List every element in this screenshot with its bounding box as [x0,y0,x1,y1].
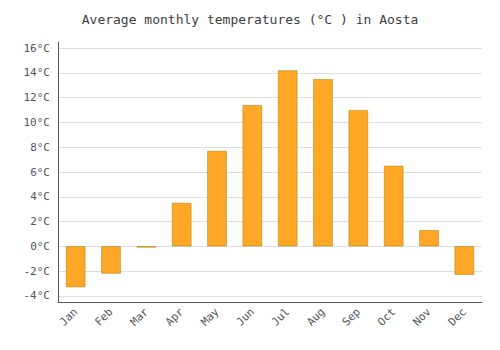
svg-text:Dec: Dec [446,305,469,328]
svg-text:Mar: Mar [128,305,151,328]
svg-text:Apr: Apr [163,305,186,328]
svg-text:Jul: Jul [269,305,292,328]
svg-text:May: May [198,305,221,328]
svg-text:0°C: 0°C [30,240,50,253]
svg-text:Jun: Jun [234,305,257,328]
svg-text:Aug: Aug [304,305,327,328]
svg-text:-2°C: -2°C [24,265,51,278]
svg-text:-4°C: -4°C [24,289,51,302]
svg-text:Jan: Jan [57,305,80,328]
svg-text:Average monthly temperatures (: Average monthly temperatures (°C ) in Ao… [82,12,419,27]
svg-text:14°C: 14°C [24,66,51,79]
svg-text:Oct: Oct [375,305,398,328]
svg-text:2°C: 2°C [30,215,50,228]
svg-text:4°C: 4°C [30,190,50,203]
svg-text:Nov: Nov [410,305,433,328]
svg-text:10°C: 10°C [24,116,51,129]
svg-text:8°C: 8°C [30,141,50,154]
svg-text:12°C: 12°C [24,91,51,104]
svg-text:6°C: 6°C [30,166,50,179]
svg-text:Feb: Feb [92,305,115,328]
svg-text:Sep: Sep [340,305,363,328]
svg-text:16°C: 16°C [24,42,51,55]
